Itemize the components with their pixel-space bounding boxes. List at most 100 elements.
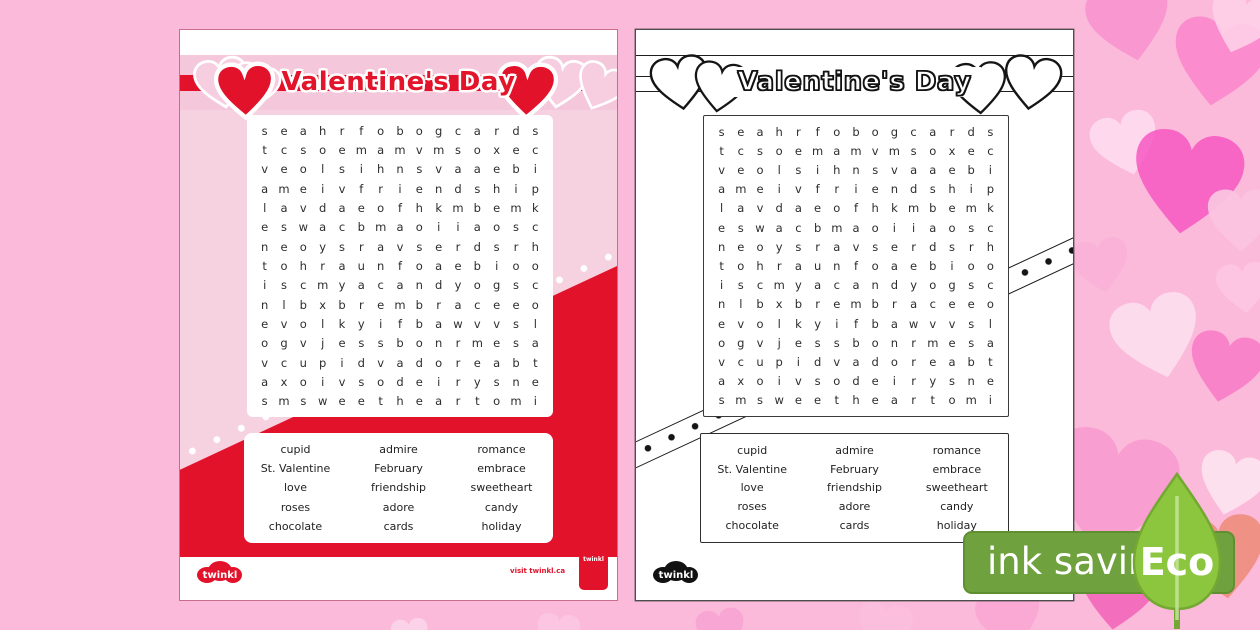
grid-letter: b bbox=[756, 297, 764, 312]
word-list: cupid St. Valentine love roses chocolate adm… bbox=[700, 433, 1009, 543]
grid-letter: m bbox=[811, 143, 824, 158]
grid-letter: b bbox=[929, 258, 937, 273]
grid-letter: v bbox=[756, 201, 764, 216]
grid-letter: h bbox=[756, 258, 764, 273]
twinkl-quality-badge: twinkl bbox=[579, 553, 608, 590]
grid-letter: a bbox=[814, 278, 822, 293]
grid-letter: i bbox=[456, 220, 460, 235]
grid-letter: c bbox=[737, 143, 744, 158]
grid-letter: e bbox=[512, 297, 520, 312]
grid-letter: l bbox=[321, 316, 325, 331]
word-list-item: February bbox=[374, 462, 423, 476]
grid-letter: r bbox=[455, 355, 461, 370]
grid-letter: o bbox=[299, 162, 307, 177]
grid-letter: s bbox=[416, 239, 423, 254]
heart-icon bbox=[579, 60, 617, 110]
grid-letter: n bbox=[435, 336, 443, 351]
grid-letter: h bbox=[531, 239, 539, 254]
grid-letter: c bbox=[532, 142, 539, 157]
grid-letter: r bbox=[455, 239, 461, 254]
grid-letter: e bbox=[718, 316, 726, 331]
grid-letter: v bbox=[435, 162, 443, 177]
grid-letter: a bbox=[910, 297, 918, 312]
grid-letter: b bbox=[852, 124, 860, 139]
grid-letter: a bbox=[718, 182, 726, 197]
grid-letter: s bbox=[377, 336, 384, 351]
grid-letter: a bbox=[435, 258, 443, 273]
grid-letter: i bbox=[892, 374, 896, 389]
grid-letter: o bbox=[493, 220, 501, 235]
grid-letter: y bbox=[319, 239, 327, 254]
grid-letter: a bbox=[338, 258, 346, 273]
word-list-item: cupid bbox=[737, 443, 768, 457]
grid-letter: a bbox=[929, 124, 937, 139]
grid-letter: y bbox=[794, 278, 802, 293]
grid-letter: u bbox=[299, 355, 307, 370]
grid-letter: r bbox=[358, 239, 364, 254]
grid-letter: a bbox=[794, 258, 802, 273]
grid-letter: t bbox=[988, 354, 993, 369]
grid-letter: n bbox=[967, 374, 975, 389]
grid-letter: s bbox=[814, 374, 821, 389]
grid-letter: v bbox=[718, 162, 725, 177]
twinkl-cloud-logo: twinkl bbox=[197, 561, 242, 583]
grid-letter: o bbox=[415, 336, 423, 351]
grid-letter: e bbox=[948, 201, 956, 216]
grid-letter: c bbox=[929, 297, 936, 312]
grid-letter: m bbox=[850, 143, 862, 158]
grid-letter: e bbox=[756, 182, 764, 197]
grid-letter: a bbox=[775, 220, 783, 235]
grid-letter: s bbox=[493, 239, 500, 254]
grid-letter: x bbox=[948, 143, 956, 158]
grid-letter: a bbox=[910, 162, 918, 177]
grid-letter: s bbox=[454, 142, 461, 157]
grid-letter: l bbox=[282, 297, 286, 312]
grid-letter: g bbox=[737, 335, 745, 350]
grid-letter: n bbox=[396, 162, 404, 177]
grid-letter: o bbox=[415, 258, 423, 273]
grid-letter: m bbox=[355, 142, 367, 157]
grid-letter: h bbox=[299, 258, 307, 273]
grid-letter: g bbox=[493, 278, 501, 293]
word-list-item: love bbox=[740, 481, 764, 495]
grid-letter: a bbox=[794, 201, 802, 216]
grid-letter: y bbox=[814, 316, 821, 331]
grid-letter: s bbox=[300, 394, 307, 409]
grid-letter: s bbox=[512, 220, 519, 235]
grid-letter: s bbox=[300, 142, 307, 157]
grid-letter: c bbox=[532, 220, 539, 235]
grid-letter: s bbox=[968, 335, 975, 350]
word-list-item: admire bbox=[835, 443, 874, 457]
grid-letter: s bbox=[968, 278, 975, 293]
grid-letter: s bbox=[474, 181, 481, 196]
grid-letter: b bbox=[929, 201, 937, 216]
grid-letter: v bbox=[280, 316, 288, 331]
grid-letter: c bbox=[756, 278, 764, 293]
grid-letter: s bbox=[280, 220, 287, 235]
grid-letter: b bbox=[338, 297, 346, 312]
word-list-item: St. Valentine bbox=[260, 462, 331, 476]
grid-letter: m bbox=[471, 336, 483, 351]
grid-letter: t bbox=[262, 258, 267, 273]
grid-letter: e bbox=[493, 162, 501, 177]
grid-letter: f bbox=[397, 200, 403, 215]
grid-letter: e bbox=[261, 220, 269, 235]
grid-letter: a bbox=[473, 162, 481, 177]
grid-letter: v bbox=[737, 316, 745, 331]
word-list-item: adore bbox=[382, 500, 415, 514]
grid-letter: d bbox=[473, 239, 481, 254]
grid-letter: o bbox=[299, 316, 307, 331]
heart-icon bbox=[1207, 189, 1260, 252]
heart-icon bbox=[213, 61, 276, 121]
grid-letter: a bbox=[493, 355, 501, 370]
word-list-item: sweetheart bbox=[925, 481, 988, 495]
grid-letter: d bbox=[909, 182, 918, 197]
grid-letter: e bbox=[493, 336, 501, 351]
grid-letter: v bbox=[396, 239, 404, 254]
grid-letter: f bbox=[853, 201, 859, 216]
grid-letter: b bbox=[357, 220, 365, 235]
grid-letter: a bbox=[454, 162, 462, 177]
eco-leaf-icon bbox=[1132, 471, 1222, 629]
grid-letter: g bbox=[280, 336, 288, 351]
